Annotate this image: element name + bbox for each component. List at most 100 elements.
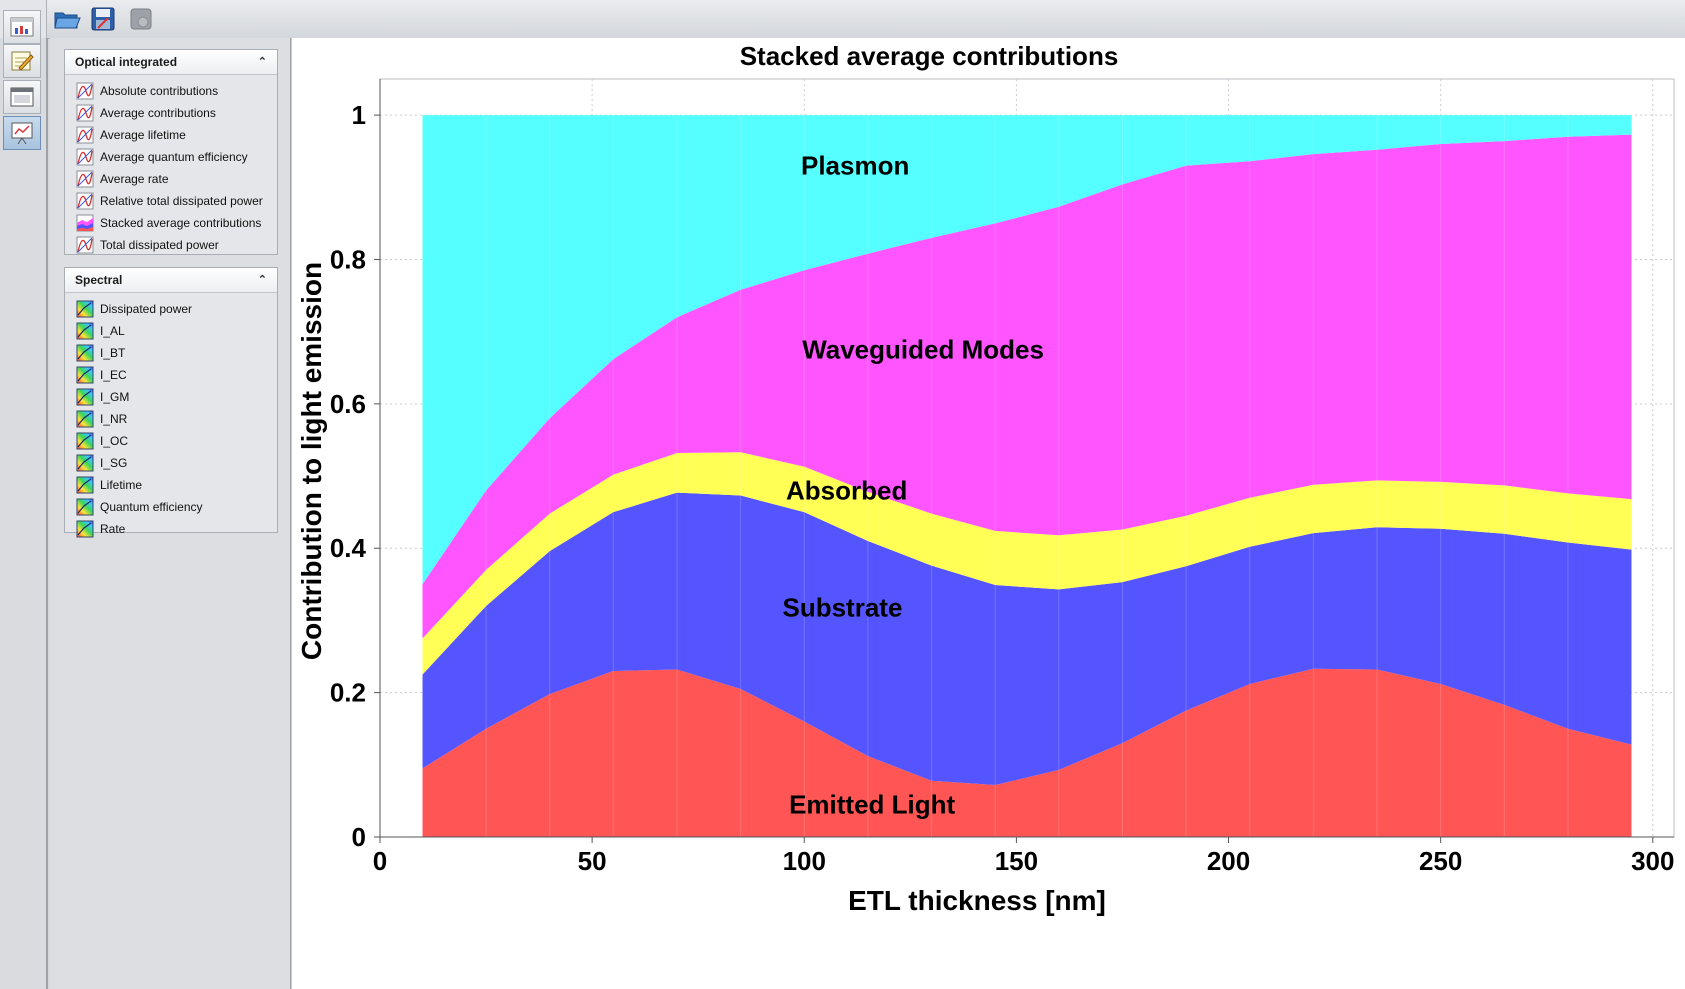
spectral-item[interactable]: I_OC (65, 430, 277, 452)
view-overview-icon (10, 17, 34, 37)
spectrum-icon (76, 300, 94, 318)
axes: 0 50 100 150 200 250 300 0 0.2 0.4 0.6 0.8 1 (330, 79, 1674, 876)
view-window-button[interactable] (3, 80, 41, 114)
spectral-item[interactable]: Rate (65, 518, 277, 540)
series-label: Absorbed (786, 475, 907, 505)
x-tick-label: 0 (373, 846, 387, 876)
series-label: Waveguided Modes (802, 335, 1044, 365)
optical-item[interactable]: Absolute contributions (65, 80, 277, 102)
curve-icon (76, 104, 94, 122)
spectral-panel: Spectral ⌃ Dissipated power I_AL I_BT I_EC I… (64, 267, 278, 538)
optical-item[interactable]: Average quantum efficiency (65, 146, 277, 168)
curve-icon (76, 236, 94, 254)
spectral-item[interactable]: I_SG (65, 452, 277, 474)
optical-item[interactable]: Average contributions (65, 102, 277, 124)
spectral-header[interactable]: Spectral ⌃ (65, 268, 277, 293)
spectral-item[interactable]: Dissipated power (65, 298, 277, 320)
spectrum-icon (76, 498, 94, 516)
spectrum-icon (76, 476, 94, 494)
curve-icon (76, 126, 94, 144)
spectral-item-label: Lifetime (100, 478, 143, 492)
spectrum-icon (76, 366, 94, 384)
series-label: Plasmon (801, 151, 909, 181)
chart-title: Stacked average contributions (740, 41, 1119, 71)
y-tick-label: 0.4 (330, 533, 367, 563)
y-axis-label: Contribution to light emission (296, 262, 327, 660)
export-button[interactable] (126, 4, 156, 34)
spectral-item-label: I_GM (100, 390, 130, 404)
spectrum-icon (76, 388, 94, 406)
view-edit-icon (11, 51, 34, 71)
spectral-item-label: I_NR (100, 412, 128, 426)
spectral-item[interactable]: I_GM (65, 386, 277, 408)
x-axis-label: ETL thickness [nm] (848, 885, 1106, 916)
optical-item[interactable]: Average lifetime (65, 124, 277, 146)
optical-integrated-header[interactable]: Optical integrated ⌃ (65, 50, 277, 75)
spectral-item-label: I_BT (100, 346, 126, 360)
optical-item-label: Absolute contributions (100, 84, 219, 98)
spectral-item-label: I_SG (100, 456, 128, 470)
y-tick-label: 0.2 (330, 678, 366, 708)
view-results-button[interactable] (3, 116, 41, 150)
view-window-icon (10, 87, 34, 107)
optical-integrated-panel: Optical integrated ⌃ Absolute contributi… (64, 49, 278, 255)
stacked-area-chart: 0 50 100 150 200 250 300 0 0.2 0.4 0.6 0.8 1 Plasmon… (296, 41, 1675, 916)
optical-item-label: Relative total dissipated power (100, 194, 263, 208)
optical-item-label: Average rate (100, 172, 169, 186)
optical-item[interactable]: Relative total dissipated power (65, 190, 277, 212)
curve-icon (76, 82, 94, 100)
view-bar (0, 10, 48, 989)
series-label: Substrate (782, 592, 902, 622)
spectrum-icon (76, 520, 94, 538)
sidebar: Optical integrated ⌃ Absolute contributi… (50, 38, 291, 989)
y-tick-label: 0 (352, 822, 366, 852)
spectral-item-label: I_OC (100, 434, 129, 448)
area-layer (421, 115, 1633, 837)
x-tick-label: 50 (578, 846, 607, 876)
x-tick-label: 100 (783, 846, 826, 876)
optical-item[interactable]: Stacked average contributions (65, 212, 277, 234)
spectral-item-label: I_AL (100, 324, 125, 338)
area-emitted-light (422, 668, 1632, 837)
view-overview-button[interactable] (3, 10, 41, 44)
spectrum-icon (76, 322, 94, 340)
open-icon (54, 12, 81, 29)
spectral-title: Spectral (75, 273, 123, 287)
spectral-list: Dissipated power I_AL I_BT I_EC I_GM I_NR I_OC… (65, 293, 277, 540)
series-label: Emitted Light (789, 790, 955, 820)
collapse-icon[interactable]: ⌃ (257, 274, 267, 286)
save-icon (91, 7, 115, 31)
save-button[interactable] (88, 4, 118, 34)
collapse-icon[interactable]: ⌃ (257, 56, 267, 68)
spectral-item-label: Rate (100, 522, 126, 536)
spectral-item[interactable]: Lifetime (65, 474, 277, 496)
optical-integrated-list: Absolute contributions Average contributi… (65, 75, 277, 256)
optical-item[interactable]: Average rate (65, 168, 277, 190)
view-results-icon (11, 122, 33, 145)
spectral-item[interactable]: I_BT (65, 342, 277, 364)
open-button[interactable] (52, 4, 82, 34)
optical-item[interactable]: Total dissipated power (65, 234, 277, 256)
spectral-item-label: Quantum efficiency (100, 500, 203, 514)
x-tick-label: 200 (1207, 846, 1250, 876)
spectrum-icon (76, 454, 94, 472)
spectral-item[interactable]: Quantum efficiency (65, 496, 277, 518)
optical-item-label: Average lifetime (100, 128, 186, 142)
optical-integrated-title: Optical integrated (75, 55, 178, 69)
export-icon (130, 8, 152, 30)
optical-item-label: Average contributions (100, 106, 216, 120)
area-plasmon (422, 115, 1632, 585)
optical-item-label: Stacked average contributions (100, 216, 262, 230)
x-tick-label: 150 (995, 846, 1038, 876)
area-absorbed (422, 452, 1632, 675)
view-edit-button[interactable] (3, 44, 41, 78)
spectral-item-label: Dissipated power (100, 302, 193, 316)
area-substrate (422, 492, 1632, 786)
spectral-item[interactable]: I_AL (65, 320, 277, 342)
area-waveguided-modes (422, 134, 1632, 639)
spectrum-icon (76, 344, 94, 362)
chart-area: 0 50 100 150 200 250 300 0 0.2 0.4 0.6 0.8 1 Plasmon… (291, 38, 1685, 989)
spectral-item[interactable]: I_EC (65, 364, 277, 386)
y-tick-label: 1 (352, 100, 366, 130)
spectral-item[interactable]: I_NR (65, 408, 277, 430)
